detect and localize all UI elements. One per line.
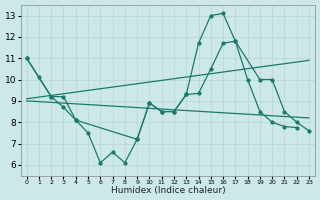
X-axis label: Humidex (Indice chaleur): Humidex (Indice chaleur) [110,186,225,195]
